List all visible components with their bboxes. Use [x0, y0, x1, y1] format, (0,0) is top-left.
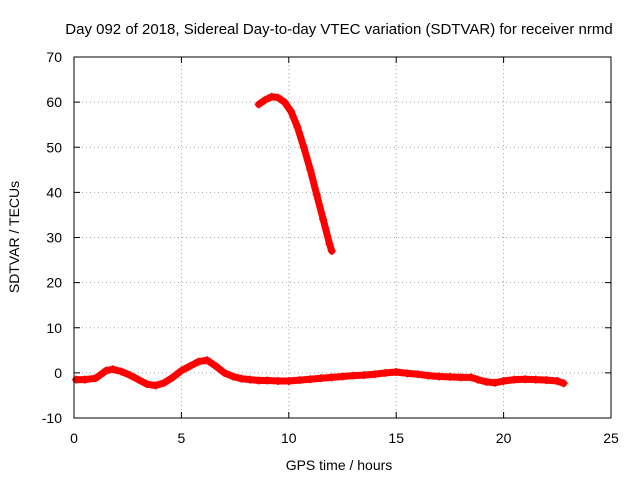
chart-title: Day 092 of 2018, Sidereal Day-to-day VTE… — [65, 21, 612, 38]
y-tick-label: 70 — [46, 49, 62, 65]
data-point — [338, 372, 347, 381]
data-point — [392, 367, 401, 376]
data-point — [467, 373, 476, 382]
data-point — [203, 356, 212, 365]
data-point — [267, 92, 276, 101]
data-point — [435, 372, 444, 381]
data-point — [349, 371, 358, 380]
data-point — [91, 374, 100, 383]
data-point — [280, 98, 289, 107]
y-axis-label: SDTVAR / TECUs — [6, 181, 22, 293]
data-point — [402, 369, 411, 378]
tick-labels: 0 5 10 15 20 25 -10 0 10 20 30 40 50 60 70 — [42, 49, 619, 446]
data-point — [312, 190, 321, 199]
data-point — [143, 380, 152, 389]
data-point — [108, 365, 117, 374]
data-point — [263, 376, 272, 385]
data-point — [194, 357, 203, 366]
data-point — [261, 95, 270, 104]
data-point — [211, 362, 220, 371]
data-point — [295, 376, 304, 385]
y-tick-label: 10 — [46, 320, 62, 336]
x-tick-label: 20 — [496, 430, 512, 446]
data-point — [160, 378, 169, 387]
data-point — [381, 368, 390, 377]
data-point — [559, 379, 568, 388]
data-point — [246, 375, 255, 384]
data-point — [220, 368, 229, 377]
data-point — [327, 373, 336, 382]
x-tick-label: 25 — [603, 430, 619, 446]
data-point — [151, 381, 160, 390]
data-point — [306, 165, 315, 174]
data-point — [237, 374, 246, 383]
data-point — [168, 373, 177, 382]
data-point — [134, 375, 143, 384]
data-point — [317, 374, 326, 383]
data-point — [531, 375, 540, 384]
data-point — [80, 375, 89, 384]
data-point — [482, 377, 491, 386]
data-point — [491, 378, 500, 387]
data-point — [542, 376, 551, 385]
data-point — [521, 375, 530, 384]
data-point — [185, 362, 194, 371]
data-point — [293, 122, 302, 131]
data-point — [370, 370, 379, 379]
data-point — [254, 376, 263, 385]
data-point — [424, 371, 433, 380]
data-point — [325, 240, 334, 249]
x-axis-label: GPS time / hours — [286, 457, 393, 473]
data-point — [499, 376, 508, 385]
data-point — [284, 376, 293, 385]
y-tick-label: -10 — [42, 410, 62, 426]
data-point — [413, 370, 422, 379]
data-series — [72, 92, 568, 390]
data-point — [306, 375, 315, 384]
data-point — [72, 375, 81, 384]
data-point — [254, 100, 263, 109]
x-tick-label: 15 — [388, 430, 404, 446]
data-point — [510, 375, 519, 384]
data-point — [359, 371, 368, 380]
y-tick-label: 20 — [46, 275, 62, 291]
x-tick-label: 0 — [70, 430, 78, 446]
series-line — [72, 356, 568, 389]
data-point — [319, 215, 328, 224]
y-tick-label: 0 — [54, 365, 62, 381]
y-tick-label: 50 — [46, 139, 62, 155]
data-point — [102, 366, 111, 375]
data-point — [553, 376, 562, 385]
data-point — [456, 373, 465, 382]
data-point — [473, 375, 482, 384]
series-line — [255, 93, 336, 255]
data-point — [274, 93, 283, 102]
series-sdtvar-main — [72, 356, 568, 390]
data-point — [299, 143, 308, 152]
data-point — [445, 372, 454, 381]
data-point — [327, 247, 336, 256]
data-point — [117, 367, 126, 376]
y-tick-label: 60 — [46, 94, 62, 110]
data-point — [286, 107, 295, 116]
data-point — [177, 366, 186, 375]
y-tick-label: 30 — [46, 230, 62, 246]
x-tick-label: 5 — [178, 430, 186, 446]
plot-frame — [73, 56, 612, 419]
x-tick-label: 10 — [281, 430, 297, 446]
grid-lines — [74, 57, 611, 418]
data-point — [125, 371, 134, 380]
y-tick-label: 40 — [46, 184, 62, 200]
data-point — [274, 376, 283, 385]
series-sdtvar-spike — [254, 92, 336, 256]
data-point — [228, 372, 237, 381]
